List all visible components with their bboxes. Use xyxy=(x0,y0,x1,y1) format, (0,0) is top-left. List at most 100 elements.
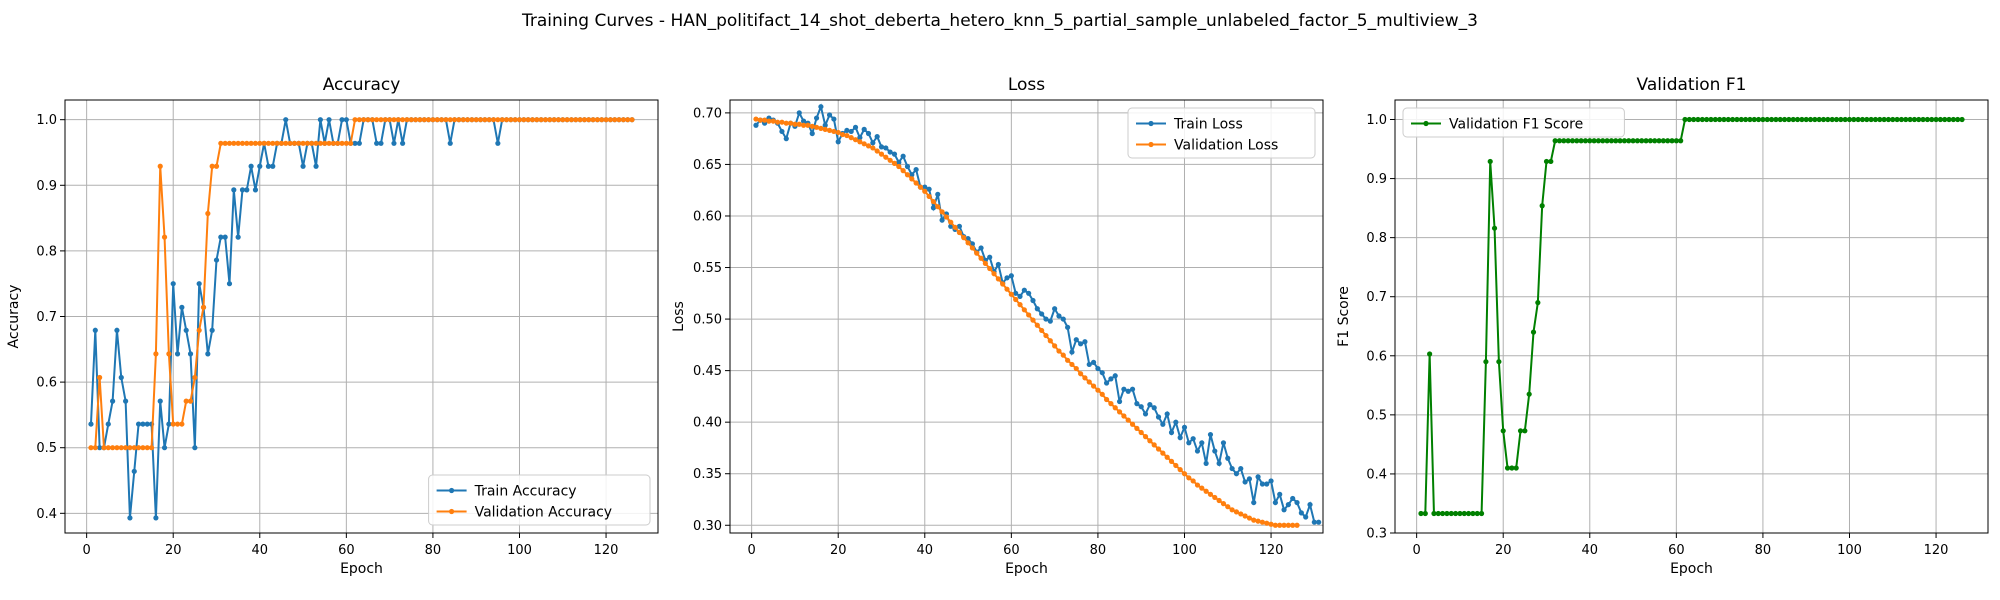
data-point xyxy=(1448,510,1454,517)
data-point xyxy=(1924,116,1930,123)
data-point xyxy=(891,151,898,157)
data-point xyxy=(1816,116,1822,123)
data-point xyxy=(1272,499,1278,506)
data-point xyxy=(930,205,937,211)
data-point xyxy=(1216,497,1222,504)
series-markers-1-1 xyxy=(88,117,635,521)
data-point xyxy=(265,163,272,169)
data-point xyxy=(900,168,906,174)
y-tick-label: 0.50 xyxy=(693,313,722,328)
data-point xyxy=(1799,116,1805,123)
data-point xyxy=(97,445,103,451)
data-point xyxy=(516,117,523,123)
data-point xyxy=(1268,478,1274,484)
data-point xyxy=(1134,425,1140,431)
data-point xyxy=(1747,116,1753,123)
data-point xyxy=(1790,116,1796,123)
data-point xyxy=(1907,116,1913,123)
data-point xyxy=(590,117,596,123)
data-point xyxy=(374,140,380,146)
legend-marker xyxy=(1148,141,1154,148)
data-point xyxy=(848,135,854,141)
data-point xyxy=(1691,116,1697,123)
data-point xyxy=(870,145,876,151)
data-point xyxy=(430,117,436,123)
data-point xyxy=(248,163,254,169)
y-tick-label: 0.7 xyxy=(36,310,57,325)
data-point xyxy=(1294,522,1300,528)
data-point xyxy=(218,234,224,240)
data-point xyxy=(1168,458,1175,464)
data-point xyxy=(391,117,397,123)
data-point xyxy=(244,187,250,193)
data-point xyxy=(1030,317,1036,323)
data-point xyxy=(1039,311,1045,317)
y-tick-label: 0.9 xyxy=(1366,172,1387,187)
data-point xyxy=(909,172,915,178)
data-point xyxy=(270,140,276,146)
data-point xyxy=(140,445,146,451)
data-point xyxy=(88,445,94,451)
data-point xyxy=(1116,398,1123,405)
data-point xyxy=(231,187,237,193)
data-point xyxy=(365,117,371,123)
data-point xyxy=(1199,440,1205,446)
data-point xyxy=(1000,281,1006,287)
data-point xyxy=(1281,507,1287,513)
x-tick-label: 60 xyxy=(1003,543,1020,558)
data-point xyxy=(1851,116,1857,123)
data-point xyxy=(105,421,111,427)
data-point xyxy=(603,117,609,123)
data-point xyxy=(127,515,133,521)
data-point xyxy=(1108,401,1114,407)
data-point xyxy=(1181,424,1188,430)
data-point xyxy=(309,140,315,146)
data-point xyxy=(447,117,453,123)
data-point xyxy=(278,140,285,146)
data-point xyxy=(835,129,841,136)
data-point xyxy=(1164,454,1170,460)
data-point xyxy=(1500,428,1506,434)
data-point xyxy=(1885,116,1892,123)
data-point xyxy=(1121,413,1127,419)
y-axis-label: F1 Score xyxy=(1336,286,1352,347)
series-line-1-1 xyxy=(89,118,633,519)
data-point xyxy=(629,117,635,123)
data-point xyxy=(805,122,811,128)
data-point xyxy=(577,117,583,123)
data-point xyxy=(852,124,859,130)
subplot-title: Accuracy xyxy=(323,75,401,95)
data-point xyxy=(1004,275,1010,281)
data-point xyxy=(1078,341,1084,347)
data-point xyxy=(1634,138,1640,144)
data-point xyxy=(1911,116,1918,123)
y-tick-label: 0.6 xyxy=(1366,349,1387,364)
legend-label: Validation F1 Score xyxy=(1449,117,1583,133)
data-point xyxy=(157,163,163,169)
data-point xyxy=(913,166,919,173)
data-point xyxy=(1125,417,1131,423)
data-point xyxy=(952,224,958,230)
data-point xyxy=(809,123,815,129)
data-point xyxy=(92,327,98,333)
data-point xyxy=(287,140,293,146)
data-point xyxy=(1056,348,1062,354)
data-point xyxy=(213,257,220,263)
data-point xyxy=(404,117,410,123)
data-point xyxy=(131,468,137,474)
data-point xyxy=(573,117,579,123)
data-point xyxy=(1086,361,1092,368)
data-point xyxy=(987,265,993,272)
data-point xyxy=(1678,138,1684,144)
data-point xyxy=(878,151,885,157)
data-point xyxy=(783,120,789,126)
data-point xyxy=(1090,383,1097,389)
x-tick-label: 80 xyxy=(1755,543,1772,558)
data-point xyxy=(1626,138,1632,144)
data-point xyxy=(400,140,406,146)
data-point xyxy=(1147,438,1153,444)
subplot-2: 0 20 40 60 80 100 120 0.30 0.35 0.40 0.45 0.50 0.55 0… xyxy=(671,75,1324,577)
y-tick-label: 0.5 xyxy=(1366,408,1387,423)
data-point xyxy=(1155,414,1162,420)
y-tick-label: 0.4 xyxy=(36,507,57,522)
